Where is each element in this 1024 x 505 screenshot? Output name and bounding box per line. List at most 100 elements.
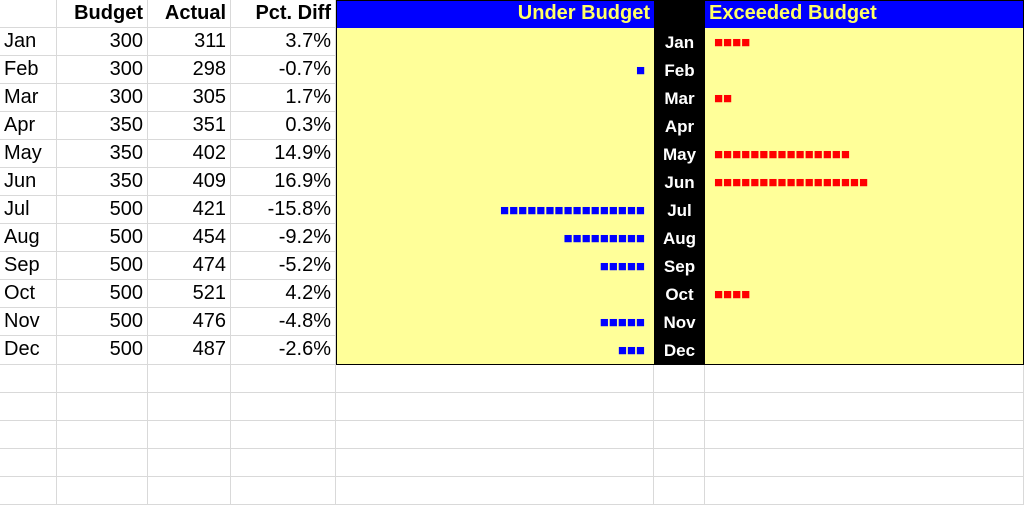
empty-cell[interactable] bbox=[336, 477, 654, 505]
budget-cell[interactable]: 500 bbox=[57, 252, 148, 280]
under-budget-bar-cell[interactable]: ■■■■■ bbox=[336, 252, 654, 280]
empty-cell[interactable] bbox=[705, 365, 1024, 393]
pct-diff-cell[interactable]: 16.9% bbox=[231, 168, 336, 196]
budget-cell[interactable]: 500 bbox=[57, 224, 148, 252]
under-budget-bar-cell[interactable] bbox=[336, 140, 654, 168]
exceeded-budget-bar-cell[interactable]: ■■ bbox=[705, 84, 1024, 112]
month-cell[interactable]: Oct bbox=[0, 280, 57, 308]
header-pct-diff-cell[interactable]: Pct. Diff bbox=[231, 0, 336, 28]
budget-cell[interactable]: 500 bbox=[57, 196, 148, 224]
pct-diff-cell[interactable]: -15.8% bbox=[231, 196, 336, 224]
empty-cell[interactable] bbox=[57, 449, 148, 477]
pct-diff-cell[interactable]: 0.3% bbox=[231, 112, 336, 140]
exceeded-budget-bar-cell[interactable]: ■■■■ bbox=[705, 280, 1024, 308]
budget-cell[interactable]: 500 bbox=[57, 280, 148, 308]
actual-cell[interactable]: 351 bbox=[148, 112, 231, 140]
pct-diff-cell[interactable]: 3.7% bbox=[231, 28, 336, 56]
under-budget-bar-cell[interactable]: ■■■■■ bbox=[336, 308, 654, 336]
empty-cell[interactable] bbox=[0, 365, 57, 393]
empty-cell[interactable] bbox=[654, 365, 705, 393]
month-cell[interactable]: Sep bbox=[0, 252, 57, 280]
pct-diff-cell[interactable]: -2.6% bbox=[231, 336, 336, 365]
empty-cell[interactable] bbox=[336, 449, 654, 477]
pct-diff-cell[interactable]: 14.9% bbox=[231, 140, 336, 168]
budget-cell[interactable]: 350 bbox=[57, 168, 148, 196]
pct-diff-cell[interactable]: 1.7% bbox=[231, 84, 336, 112]
under-budget-bar-cell[interactable] bbox=[336, 168, 654, 196]
empty-cell[interactable] bbox=[231, 449, 336, 477]
under-budget-bar-cell[interactable]: ■■■ bbox=[336, 336, 654, 365]
empty-cell[interactable] bbox=[0, 393, 57, 421]
month-label-cell[interactable]: Oct bbox=[654, 280, 705, 308]
empty-cell[interactable] bbox=[705, 449, 1024, 477]
actual-cell[interactable]: 409 bbox=[148, 168, 231, 196]
budget-cell[interactable]: 300 bbox=[57, 84, 148, 112]
empty-cell[interactable] bbox=[654, 449, 705, 477]
empty-cell[interactable] bbox=[57, 365, 148, 393]
exceeded-budget-bar-cell[interactable]: ■■■■■■■■■■■■■■■■■ bbox=[705, 168, 1024, 196]
month-label-cell[interactable]: Mar bbox=[654, 84, 705, 112]
empty-cell[interactable] bbox=[705, 421, 1024, 449]
header-actual-cell[interactable]: Actual bbox=[148, 0, 231, 28]
month-cell[interactable]: Apr bbox=[0, 112, 57, 140]
month-cell[interactable]: Jul bbox=[0, 196, 57, 224]
month-cell[interactable]: Feb bbox=[0, 56, 57, 84]
actual-cell[interactable]: 454 bbox=[148, 224, 231, 252]
exceeded-budget-bar-cell[interactable] bbox=[705, 196, 1024, 224]
budget-cell[interactable]: 350 bbox=[57, 112, 148, 140]
empty-cell[interactable] bbox=[231, 477, 336, 505]
empty-cell[interactable] bbox=[148, 421, 231, 449]
actual-cell[interactable]: 402 bbox=[148, 140, 231, 168]
empty-cell[interactable] bbox=[57, 393, 148, 421]
empty-cell[interactable] bbox=[148, 477, 231, 505]
header-month-band-cell[interactable] bbox=[654, 0, 705, 28]
budget-cell[interactable]: 300 bbox=[57, 56, 148, 84]
empty-cell[interactable] bbox=[0, 449, 57, 477]
month-cell[interactable]: Nov bbox=[0, 308, 57, 336]
budget-cell[interactable]: 500 bbox=[57, 336, 148, 365]
under-budget-bar-cell[interactable]: ■ bbox=[336, 56, 654, 84]
empty-cell[interactable] bbox=[57, 477, 148, 505]
empty-cell[interactable] bbox=[148, 365, 231, 393]
month-label-cell[interactable]: May bbox=[654, 140, 705, 168]
pct-diff-cell[interactable]: -4.8% bbox=[231, 308, 336, 336]
month-label-cell[interactable]: Feb bbox=[654, 56, 705, 84]
actual-cell[interactable]: 521 bbox=[148, 280, 231, 308]
exceeded-budget-bar-cell[interactable] bbox=[705, 336, 1024, 365]
empty-cell[interactable] bbox=[654, 421, 705, 449]
empty-cell[interactable] bbox=[0, 477, 57, 505]
month-cell[interactable]: May bbox=[0, 140, 57, 168]
empty-cell[interactable] bbox=[654, 477, 705, 505]
empty-cell[interactable] bbox=[57, 421, 148, 449]
month-label-cell[interactable]: Jan bbox=[654, 28, 705, 56]
under-budget-bar-cell[interactable] bbox=[336, 280, 654, 308]
empty-cell[interactable] bbox=[148, 449, 231, 477]
month-label-cell[interactable]: Dec bbox=[654, 336, 705, 365]
exceeded-budget-bar-cell[interactable] bbox=[705, 56, 1024, 84]
budget-cell[interactable]: 500 bbox=[57, 308, 148, 336]
exceeded-budget-bar-cell[interactable] bbox=[705, 112, 1024, 140]
month-cell[interactable]: Dec bbox=[0, 336, 57, 365]
month-cell[interactable]: Aug bbox=[0, 224, 57, 252]
actual-cell[interactable]: 298 bbox=[148, 56, 231, 84]
empty-cell[interactable] bbox=[336, 365, 654, 393]
empty-cell[interactable] bbox=[654, 393, 705, 421]
pct-diff-cell[interactable]: -0.7% bbox=[231, 56, 336, 84]
exceeded-budget-bar-cell[interactable] bbox=[705, 308, 1024, 336]
empty-cell[interactable] bbox=[705, 393, 1024, 421]
actual-cell[interactable]: 474 bbox=[148, 252, 231, 280]
empty-cell[interactable] bbox=[705, 477, 1024, 505]
under-budget-bar-cell[interactable]: ■■■■■■■■■ bbox=[336, 224, 654, 252]
month-label-cell[interactable]: Nov bbox=[654, 308, 705, 336]
header-month-cell[interactable] bbox=[0, 0, 57, 28]
exceeded-budget-bar-cell[interactable] bbox=[705, 224, 1024, 252]
month-label-cell[interactable]: Aug bbox=[654, 224, 705, 252]
header-exceeded-budget-cell[interactable]: Exceeded Budget bbox=[705, 0, 1024, 28]
month-cell[interactable]: Jan bbox=[0, 28, 57, 56]
month-label-cell[interactable]: Apr bbox=[654, 112, 705, 140]
empty-cell[interactable] bbox=[231, 393, 336, 421]
empty-cell[interactable] bbox=[336, 393, 654, 421]
month-cell[interactable]: Jun bbox=[0, 168, 57, 196]
exceeded-budget-bar-cell[interactable] bbox=[705, 252, 1024, 280]
actual-cell[interactable]: 421 bbox=[148, 196, 231, 224]
